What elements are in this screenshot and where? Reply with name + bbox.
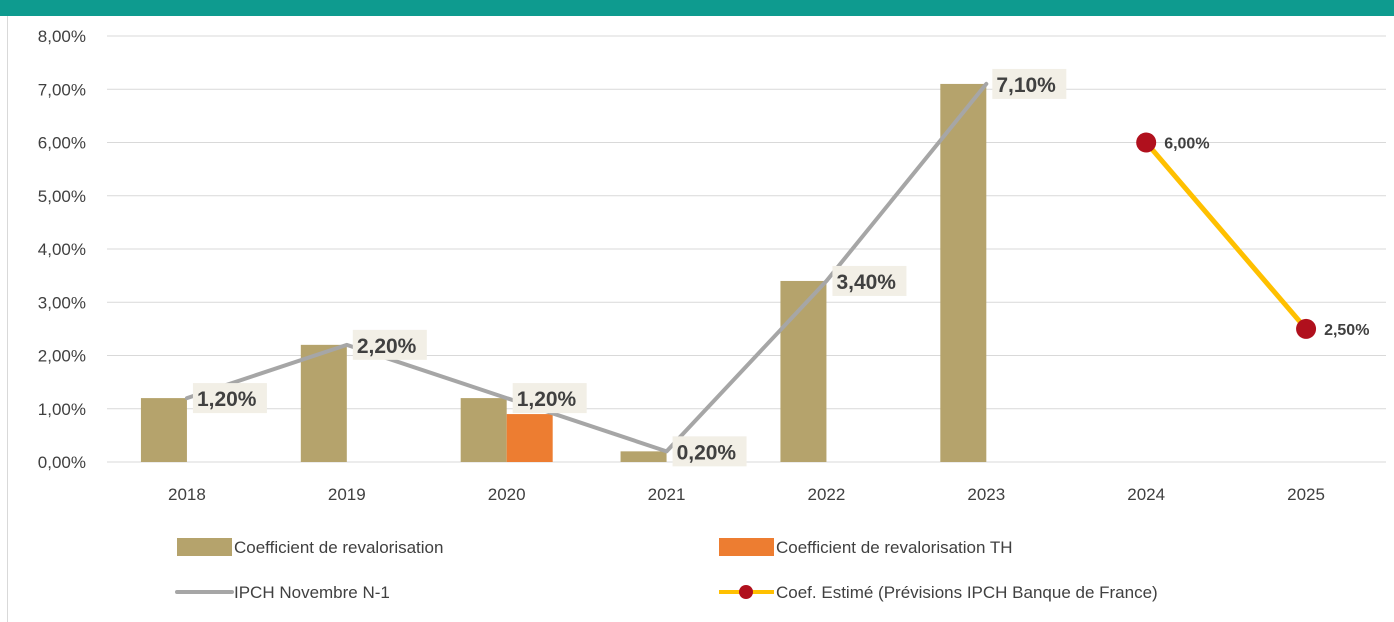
bar-coefficient-revalorisation [780,280,827,462]
y-tick-label: 7,00% [38,80,86,99]
bar-coefficient-revalorisation [940,83,987,463]
data-label-bg [352,329,427,360]
data-labels: 1,20% 2,20% 1,20% 0,20% 3,40% 7,10% 6,00% 2,50% [192,68,1369,467]
data-label-ipch: 2,20% [357,335,417,358]
x-tick-label: 2025 [1287,485,1325,504]
x-tick-label: 2020 [488,485,526,504]
bar-coefficient-revalorisation [140,398,187,462]
bars [140,83,987,463]
chart-frame-border [7,16,8,622]
x-tick-label: 2021 [648,485,686,504]
legend-label: Coefficient de revalorisation [234,538,443,557]
x-axis: 2018 2019 2020 2021 2022 2023 2024 2025 [168,485,1325,504]
legend-label: Coef. Estimé (Prévisions IPCH Banque de … [776,583,1158,602]
x-tick-label: 2018 [168,485,206,504]
data-label-estimate: 2,50% [1324,322,1369,339]
x-tick-label: 2022 [808,485,846,504]
legend-label: IPCH Novembre N-1 [234,583,390,602]
y-tick-label: 3,00% [38,293,86,312]
x-tick-label: 2024 [1127,485,1165,504]
data-label-estimate: 6,00% [1164,136,1209,153]
x-tick-label: 2019 [328,485,366,504]
data-label-ipch: 0,20% [677,441,737,464]
data-label-ipch: 1,20% [517,388,577,411]
bar-coefficient-revalorisation-th [506,414,553,462]
bar-coefficient-revalorisation [300,344,347,462]
legend-swatch [177,538,232,556]
data-label-bg [832,265,907,296]
y-tick-label: 2,00% [38,347,86,366]
estimate-line [1143,140,1309,332]
data-label-bg [992,68,1067,99]
bar-coefficient-revalorisation [620,451,667,462]
y-tick-label: 5,00% [38,187,86,206]
data-label-ipch: 3,40% [836,271,896,294]
header-band [0,0,1394,16]
legend-marker [739,585,753,599]
legend-label: Coefficient de revalorisation TH [776,538,1013,557]
data-label-ipch: 7,10% [996,74,1056,97]
ipch-line [184,81,989,454]
data-label-bg [192,383,267,414]
data-label-bg [512,383,587,414]
y-tick-label: 4,00% [38,240,86,259]
gridlines [107,35,1386,463]
y-tick-label: 6,00% [38,134,86,153]
legend-swatch [719,538,774,556]
y-tick-label: 0,00% [38,453,86,472]
data-label-ipch: 1,20% [197,388,257,411]
y-axis: 0,00% 1,00% 2,00% 3,00% 4,00% 5,00% 6,00% 7,00%… [38,27,86,472]
y-tick-label: 1,00% [38,400,86,419]
legend: Coefficient de revalorisation Coefficient… [175,538,1158,602]
lines [184,81,1317,454]
bar-coefficient-revalorisation [460,398,507,462]
estimate-marker [1136,132,1157,153]
data-label-bg [672,436,747,467]
estimate-marker [1296,318,1317,339]
x-tick-label: 2023 [967,485,1005,504]
y-tick-label: 8,00% [38,27,86,46]
